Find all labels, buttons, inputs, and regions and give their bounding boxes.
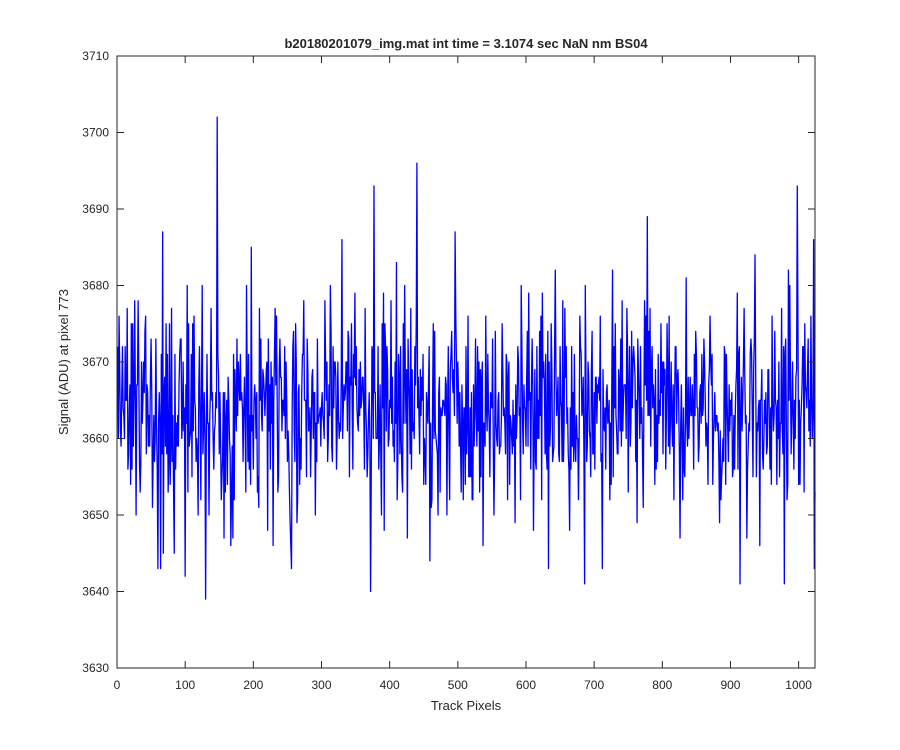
x-tick-label: 500: [448, 678, 468, 692]
x-tick-label: 400: [380, 678, 400, 692]
y-tick-label: 3640: [82, 585, 109, 599]
x-tick-label: 800: [652, 678, 672, 692]
x-tick-label: 900: [720, 678, 740, 692]
x-tick-label: 700: [584, 678, 604, 692]
x-tick-label: 0: [114, 678, 121, 692]
x-tick-label: 200: [243, 678, 263, 692]
chart-title: b20180201079_img.mat int time = 3.1074 s…: [284, 36, 648, 51]
y-tick-label: 3660: [82, 432, 109, 446]
y-tick-label: 3690: [82, 202, 109, 216]
x-tick-label: 100: [175, 678, 195, 692]
data-layer: [117, 116, 816, 600]
y-tick-label: 3650: [82, 508, 109, 522]
signal-series-line: [117, 116, 816, 600]
x-axis-label: Track Pixels: [431, 698, 502, 713]
y-tick-label: 3680: [82, 279, 109, 293]
tick-layer: 0 100 200 300 400 500 600 700 800 900 1000 3630 3640…: [82, 49, 815, 692]
y-tick-label: 3710: [82, 49, 109, 63]
y-tick-label: 3700: [82, 126, 109, 140]
x-tick-label: 300: [311, 678, 331, 692]
y-tick-label: 3670: [82, 355, 109, 369]
x-tick-label: 600: [516, 678, 536, 692]
y-axis-label: Signal (ADU) at pixel 773: [56, 289, 71, 435]
x-tick-label: 1000: [785, 678, 812, 692]
y-tick-label: 3630: [82, 661, 109, 675]
